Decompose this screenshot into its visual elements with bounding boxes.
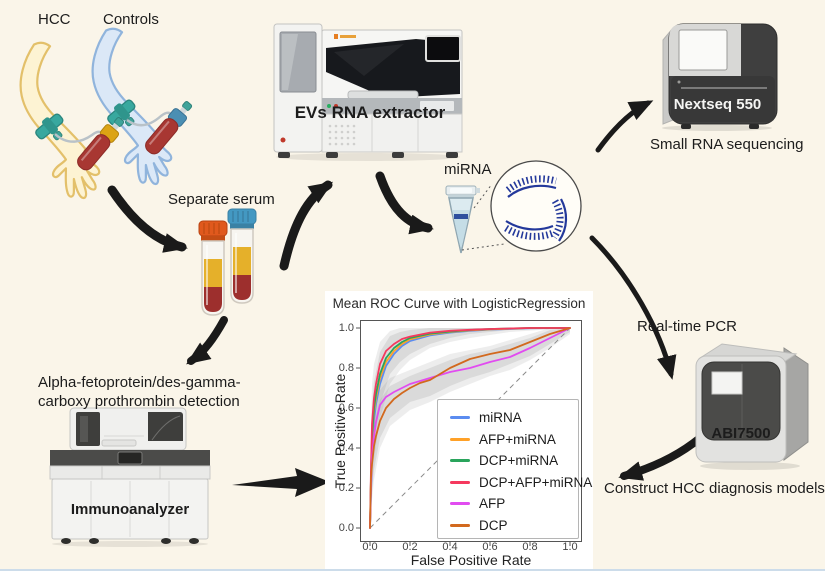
immunoanalyzer-label: Immunoanalyzer xyxy=(70,501,190,518)
small-rna-sequencing-label: Small RNA sequencing xyxy=(650,136,804,153)
controls-vacutainer-tube xyxy=(145,101,193,155)
legend-label: DCP xyxy=(479,517,508,533)
x-tick-label: 0.0 xyxy=(362,541,378,553)
legend-swatch xyxy=(450,459,470,463)
mirna-magnifier-circle xyxy=(490,160,582,252)
legend-row: DCP+miRNA xyxy=(450,450,578,472)
nextseq-label: Nextseq 550 xyxy=(673,96,762,113)
arrow-mirna-to-pcr xyxy=(589,235,677,380)
legend-row: AFP+miRNA xyxy=(450,429,578,451)
legend-row: AFP xyxy=(450,493,578,515)
legend-swatch xyxy=(450,437,470,441)
controls-tourniquet xyxy=(107,99,136,126)
legend-swatch xyxy=(450,416,470,420)
legend-row: miRNA xyxy=(450,407,578,429)
x-tick-label: 0.8 xyxy=(522,541,538,553)
legend-swatch xyxy=(450,480,470,484)
hcc-vacutainer-tube xyxy=(77,117,125,171)
y-tick-label: 0.8 xyxy=(338,362,354,374)
x-tick-label: 1.0 xyxy=(562,541,578,553)
legend-label: DCP+AFP+miRNA xyxy=(479,474,593,490)
y-tick-label: 0.6 xyxy=(338,402,354,414)
arrow-arms-to-serum xyxy=(107,185,188,253)
roc-chart-panel: Mean ROC Curve with LogisticRegression 0… xyxy=(325,291,593,576)
legend-swatch xyxy=(450,502,470,506)
bottom-edge-strip xyxy=(0,569,825,576)
controls-blood-tubing xyxy=(126,111,172,127)
legend-swatch xyxy=(450,523,470,527)
arrow-serum-to-immunoassay xyxy=(186,316,228,365)
abi7500-label: ABI7500 xyxy=(711,425,771,442)
mirna-tube-illustration xyxy=(445,185,480,254)
abi7500-machine xyxy=(695,343,809,470)
mirna-label: miRNA xyxy=(444,161,492,178)
immunoanalyzer-machine xyxy=(49,407,211,547)
legend-row: DCP xyxy=(450,515,578,537)
y-tick-label: 0.4 xyxy=(338,442,354,454)
evs-extractor-label: EVs RNA extractor xyxy=(294,103,446,122)
realtime-pcr-label: Real-time PCR xyxy=(637,318,738,335)
legend-label: AFP xyxy=(479,496,506,512)
serum-tube-blue xyxy=(227,208,257,304)
x-tick-label: 0.2 xyxy=(402,541,418,553)
roc-plot-area xyxy=(356,320,582,546)
arrow-extractor-to-mirna xyxy=(375,171,434,235)
y-tick-label: 0.2 xyxy=(338,482,354,494)
mirna-strands xyxy=(504,175,568,242)
roc-yaxis-label: True Positive Rate xyxy=(332,373,348,489)
magnifier-line-bottom xyxy=(461,243,505,251)
x-tick-label: 0.4 xyxy=(442,541,458,553)
y-tick-label: 1.0 xyxy=(338,322,354,334)
hcc-tourniquet xyxy=(35,113,64,140)
serum-tube-orange xyxy=(198,220,228,316)
arrow-immunoanalyzer-to-roc xyxy=(232,468,330,497)
arrow-mirna-to-sequencer xyxy=(595,100,654,153)
legend-label: DCP+miRNA xyxy=(479,453,559,469)
afp-dcp-line2: carboxy prothrombin detection xyxy=(38,392,240,410)
x-tick-label: 0.6 xyxy=(482,541,498,553)
legend-label: miRNA xyxy=(479,410,522,426)
afp-dcp-line1: Alpha-fetoprotein/des-gamma- xyxy=(38,374,241,391)
evs-rna-extractor-machine xyxy=(273,23,463,161)
y-tick-label: 0.0 xyxy=(338,522,354,534)
roc-legend: miRNA AFP+miRNA DCP+miRNA DCP+AFP+miRNA AFP D… xyxy=(437,399,592,539)
separate-serum-label: Separate serum xyxy=(168,191,275,208)
afp-dcp-detection-label: Alpha-fetoprotein/des-gamma- carboxy pro… xyxy=(38,374,241,412)
legend-label: AFP+miRNA xyxy=(479,431,556,447)
arrow-serum-to-extractor xyxy=(279,180,334,271)
nextseq-550-machine xyxy=(662,23,778,131)
hcc-label: HCC xyxy=(38,11,71,28)
construct-models-label: Construct HCC diagnosis models xyxy=(604,480,825,497)
roc-chart-title: Mean ROC Curve with LogisticRegression xyxy=(332,296,586,311)
controls-label: Controls xyxy=(103,11,159,28)
roc-xaxis-label: False Positive Rate xyxy=(410,552,532,568)
legend-row: DCP+AFP+miRNA xyxy=(450,472,592,494)
magnifier-line-top xyxy=(473,183,493,209)
arrow-abi-to-models xyxy=(618,434,704,481)
